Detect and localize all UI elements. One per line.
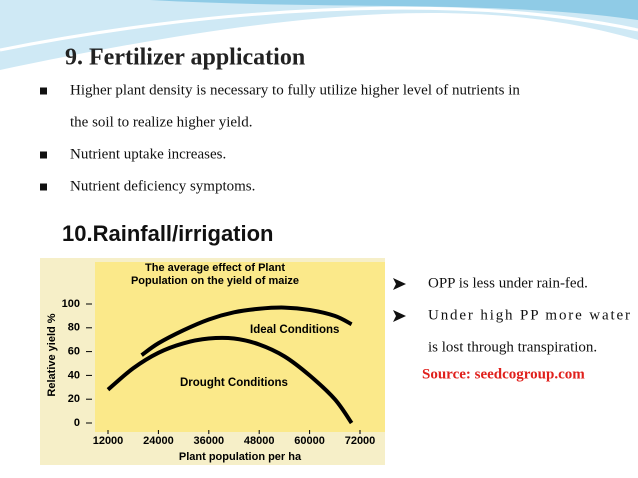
bullet-text: Under high PP more water (428, 307, 630, 323)
chart-title: Population on the yield of maize (131, 275, 299, 287)
bullet-marker (393, 278, 406, 290)
series-label: Ideal Conditions (250, 324, 339, 336)
x-axis-label: Plant population per ha (179, 451, 302, 463)
y-tick-label: 0 (74, 417, 80, 429)
bullet-marker (393, 310, 406, 322)
y-tick-label: 100 (62, 298, 80, 310)
heading: 9. Fertilizer application (65, 45, 305, 71)
series-line (106, 335, 354, 425)
x-tick-label: 36000 (194, 435, 225, 447)
x-tick-label: 72000 (345, 435, 376, 447)
bullet-marker (40, 183, 47, 191)
bullet-text: Nutrient deficiency symptoms. (70, 178, 255, 194)
chart-title: The average effect of Plant (145, 262, 285, 274)
bullet-marker (40, 87, 47, 95)
y-tick-label: 60 (68, 346, 80, 358)
x-tick-label: 12000 (93, 435, 124, 447)
bullet-text: the soil to realize higher yield. (70, 114, 252, 130)
heading: 10.Rainfall/irrigation (62, 221, 274, 246)
y-axis-label: Relative yield % (46, 313, 58, 396)
bullet-marker (40, 151, 47, 159)
series-line (140, 305, 353, 357)
bullet-text: is lost through transpiration. (428, 339, 597, 355)
source: Source: seedcogroup.com (422, 366, 585, 382)
x-tick-label: 24000 (143, 435, 174, 447)
header-line (0, 6, 638, 52)
header-swoosh (150, 0, 638, 20)
x-tick-label: 48000 (244, 435, 275, 447)
x-tick-label: 60000 (294, 435, 325, 447)
bullet-text: OPP is less under rain-fed. (428, 275, 588, 291)
y-tick-label: 20 (68, 393, 80, 405)
header-swoosh (0, 0, 638, 70)
y-tick-label: 80 (68, 322, 80, 334)
series-label: Drought Conditions (180, 377, 288, 389)
y-tick-label: 40 (68, 369, 80, 381)
bullet-text: Higher plant density is necessary to ful… (70, 82, 520, 98)
bullet-text: Nutrient uptake increases. (70, 146, 226, 162)
